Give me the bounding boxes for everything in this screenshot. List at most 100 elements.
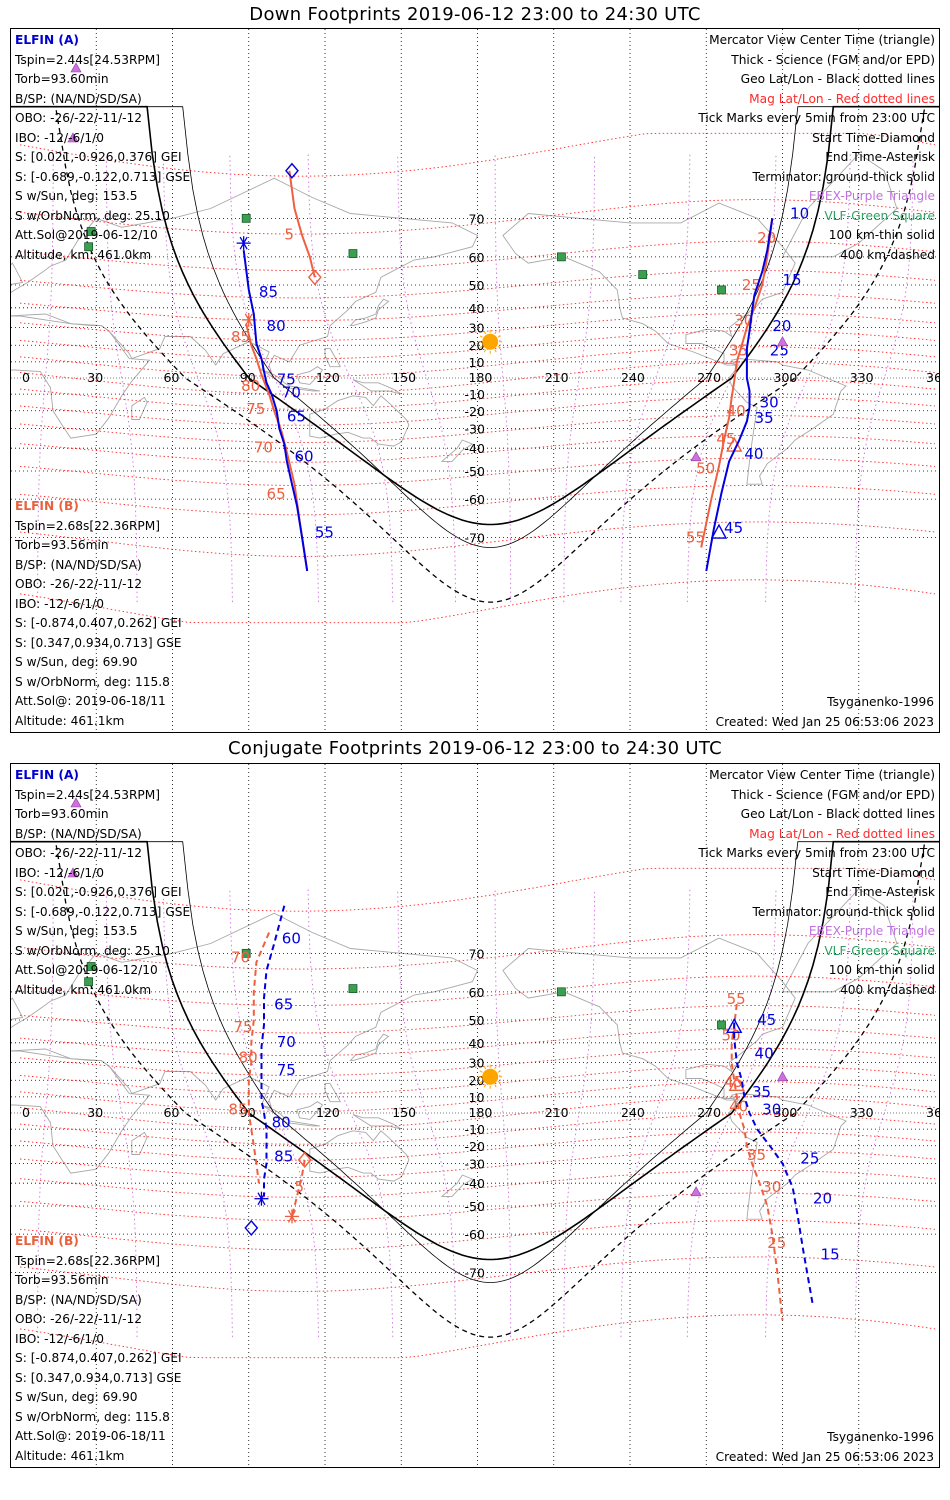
info_left_b-line: Tspin=2.68s[22.36RPM]	[15, 518, 161, 533]
lat-label: -10	[465, 1122, 485, 1137]
lon-label: 210	[545, 370, 569, 385]
mag-lat-line	[19, 1150, 936, 1179]
coastline	[296, 366, 324, 385]
map-panel-down: 0 30 60 90 120 150 180 210 240 270 300 330 360 70 60 50…	[10, 28, 940, 733]
info_left_a-line: Att.Sol@2019-06-12/10	[15, 963, 158, 977]
vlf-station	[717, 285, 726, 295]
mag-lat-line	[19, 330, 936, 360]
sun-ray	[483, 331, 487, 335]
sun-ray	[483, 1084, 487, 1088]
lon-label: 90	[240, 370, 256, 385]
ebex-triangle-icon	[70, 797, 82, 808]
lon-label: 60	[164, 370, 180, 385]
lon-label: 0	[22, 1105, 30, 1120]
mag-lat-line	[19, 434, 936, 463]
elfin-b-track	[245, 323, 309, 572]
lat-label: -40	[465, 1176, 485, 1191]
ebex-triangle-icon	[776, 336, 789, 347]
mag-lat-line	[19, 1220, 936, 1251]
info_left_a-line: ELFIN (A)	[15, 768, 79, 782]
mag-lat-line	[19, 361, 936, 395]
lat-label: 70	[469, 211, 485, 226]
info_left_a-line: IBO: -12/-6/1/0	[15, 865, 104, 880]
elfin-b-tick-label: 80	[239, 1048, 258, 1066]
mag-lon-line	[563, 153, 596, 603]
coastline	[502, 202, 796, 366]
info_left_b-line: S w/OrbNorm, deg: 115.8	[15, 1409, 170, 1424]
elfin-a-tick-label: 30	[762, 1101, 781, 1119]
ebex-triangle-icon	[70, 62, 82, 73]
info_right-line: Mercator View Center Time (triangle)	[709, 768, 935, 782]
mag-lat-line	[19, 1169, 936, 1198]
elfin-b-tick-label: 55	[686, 528, 705, 546]
info_left_b-line: S: [-0.874,0.407,0.262] GEI	[15, 1351, 182, 1365]
info_left_a-line: B/SP: (NA/ND/SD/SA)	[15, 826, 142, 841]
info_right-line: Mag Lat/Lon - Red dotted lines	[749, 91, 935, 106]
lon-label: 120	[316, 370, 340, 385]
coastline	[11, 997, 24, 1020]
mag-lon-line	[37, 888, 54, 1338]
elfin-b-tick-label: 25	[767, 1234, 786, 1252]
info_left_b-line: B/SP: (NA/ND/SD/SA)	[15, 557, 142, 572]
info_left_b-line: Att.Sol@: 2019-06-18/11	[15, 1429, 166, 1443]
lat-label: 30	[469, 320, 485, 335]
coastline	[324, 1083, 342, 1103]
info_left_a-line: S w/Sun, deg: 153.5	[15, 189, 138, 203]
lat-label: -70	[465, 1266, 485, 1281]
elfin-b-track	[700, 218, 774, 548]
mag-lon-line	[686, 888, 777, 1338]
info_right-line: VLF-Green Square	[824, 208, 935, 223]
elfin-b-tick-label: 75	[246, 400, 265, 418]
sun-ray	[479, 335, 483, 338]
elfin-a-tick-label: 15	[821, 1245, 840, 1263]
mag-lat-line	[19, 1047, 936, 1076]
mag-lon-line	[494, 153, 512, 603]
info_right-line: 400 km-dashed	[840, 247, 935, 262]
map-canvas-down: 0 30 60 90 120 150 180 210 240 270 300 330 360 70 60 50…	[11, 29, 939, 732]
mag-lon-line	[229, 888, 319, 1338]
mag-lon-line	[620, 888, 691, 1338]
coastline	[502, 937, 796, 1101]
mag-lat-line	[19, 1192, 936, 1221]
lon-label: 180	[469, 370, 493, 385]
mag-lat-line	[19, 867, 936, 912]
elfin-a-info: ELFIN (A) Tspin=2.44s[24.53RPM] Torb=93.60…	[15, 31, 190, 265]
info_left_a-line: OBO: -26/-22/-11/-12	[15, 846, 143, 860]
panel-title-conjugate: Conjugate Footprints 2019-06-12 23:00 to…	[228, 738, 722, 759]
sun-ray	[494, 349, 497, 353]
elfin-b-track	[247, 932, 271, 1184]
coastline	[440, 1174, 474, 1197]
info_left_a-line: Torb=93.60min	[15, 72, 109, 86]
ebex-triangle-icon	[67, 132, 79, 143]
info_right-line: EBEX-Purple Triangle	[808, 189, 935, 203]
coastline	[352, 1114, 402, 1130]
model-name: Tsyganenko-1996	[827, 1430, 934, 1444]
elfin-a-tick-label: 55	[315, 524, 334, 542]
legend-info: Mercator View Center Time (triangle) Thic…	[698, 31, 935, 265]
info_right-line: Geo Lat/Lon - Black dotted lines	[740, 72, 935, 86]
elfin-b-tick-label: 5	[284, 225, 294, 243]
coastline	[131, 396, 148, 420]
coastline	[349, 1033, 390, 1062]
coastline	[261, 1104, 320, 1127]
elfin-a-info: ELFIN (A) Tspin=2.44s[24.53RPM] Torb=93.60…	[15, 766, 190, 1000]
elfin-a-tick-label: 80	[267, 317, 286, 335]
mag-lat-line	[19, 379, 936, 410]
lon-label: 120	[316, 1105, 340, 1120]
terminator-400km	[11, 106, 939, 603]
elfin-b-tick-label: 35	[747, 1146, 766, 1164]
lon-label: 30	[87, 1105, 103, 1120]
start-diamond-icon	[285, 162, 299, 179]
elfin-a-tick-label: 35	[755, 409, 774, 427]
info_left_a-line: Altitude, km: 461.0km	[15, 247, 152, 262]
lat-label: 10	[469, 355, 485, 370]
mag-lat-line	[19, 934, 936, 970]
lat-label: 50	[469, 278, 485, 293]
ebex-triangle-icon	[67, 867, 79, 878]
info_left_b-line: Altitude: 461.1km	[15, 713, 125, 728]
lon-label: 210	[545, 1105, 569, 1120]
center-triangle-icon	[710, 523, 728, 539]
elfin-a-tick-label: 40	[755, 1045, 774, 1063]
elfin-a-tick-label: 85	[274, 1148, 293, 1166]
lat-label: -60	[465, 492, 485, 507]
